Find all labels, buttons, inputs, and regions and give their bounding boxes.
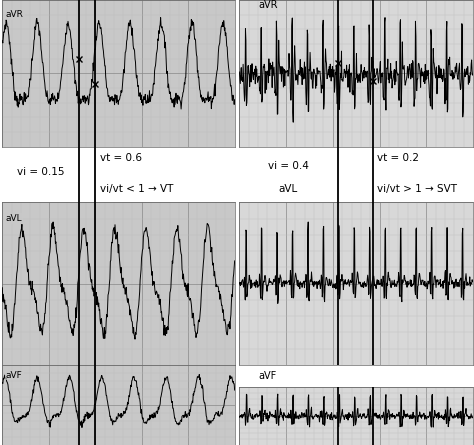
Text: vi/vt < 1 → VT: vi/vt < 1 → VT — [100, 184, 173, 194]
Text: vi/vt > 1 → SVT: vi/vt > 1 → SVT — [377, 184, 457, 194]
Text: aVF: aVF — [6, 371, 23, 380]
Text: aVR: aVR — [6, 10, 24, 19]
Text: aVL: aVL — [279, 184, 298, 194]
Text: aVL: aVL — [6, 214, 22, 223]
Text: aVF: aVF — [258, 371, 276, 381]
Text: vt = 0.2: vt = 0.2 — [377, 153, 419, 163]
Text: vi = 0.15: vi = 0.15 — [17, 167, 64, 177]
Text: vi = 0.4: vi = 0.4 — [268, 162, 309, 171]
Text: aVR: aVR — [258, 0, 278, 10]
Text: vt = 0.6: vt = 0.6 — [100, 153, 142, 163]
